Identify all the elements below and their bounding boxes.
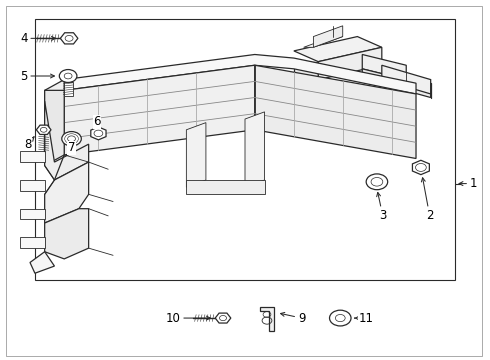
Polygon shape (255, 65, 416, 158)
Text: 3: 3 (377, 193, 387, 222)
Polygon shape (304, 37, 343, 47)
Polygon shape (30, 252, 54, 273)
Text: 8: 8 (24, 137, 34, 150)
Polygon shape (20, 237, 45, 248)
Polygon shape (45, 80, 64, 101)
Text: 10: 10 (166, 311, 210, 325)
Polygon shape (413, 160, 429, 175)
Polygon shape (294, 37, 382, 62)
Polygon shape (36, 125, 51, 134)
Polygon shape (64, 82, 73, 96)
Circle shape (62, 132, 81, 146)
Polygon shape (382, 65, 431, 94)
Text: 5: 5 (20, 69, 54, 82)
Polygon shape (215, 313, 231, 323)
Polygon shape (45, 101, 89, 180)
Polygon shape (64, 65, 255, 155)
Polygon shape (186, 123, 206, 187)
Text: 11: 11 (355, 311, 373, 325)
Text: 7: 7 (68, 141, 75, 154)
Polygon shape (362, 54, 406, 80)
Polygon shape (294, 62, 318, 80)
Polygon shape (91, 127, 106, 140)
Polygon shape (20, 209, 45, 220)
Polygon shape (20, 151, 45, 162)
Polygon shape (45, 90, 64, 166)
Circle shape (59, 69, 77, 82)
Polygon shape (245, 112, 265, 187)
Polygon shape (45, 209, 89, 259)
Polygon shape (60, 33, 78, 44)
Polygon shape (20, 180, 45, 191)
Circle shape (330, 310, 351, 326)
Polygon shape (45, 162, 89, 223)
Polygon shape (362, 69, 406, 90)
Text: 6: 6 (93, 116, 101, 129)
Polygon shape (314, 26, 343, 47)
Polygon shape (64, 54, 416, 94)
Text: 9: 9 (281, 311, 305, 325)
Polygon shape (186, 180, 265, 194)
Polygon shape (392, 72, 431, 98)
Text: 1: 1 (459, 177, 477, 190)
Polygon shape (318, 47, 382, 80)
Text: 2: 2 (421, 178, 434, 222)
Polygon shape (260, 307, 274, 330)
Text: 4: 4 (20, 32, 55, 45)
Circle shape (366, 174, 388, 190)
